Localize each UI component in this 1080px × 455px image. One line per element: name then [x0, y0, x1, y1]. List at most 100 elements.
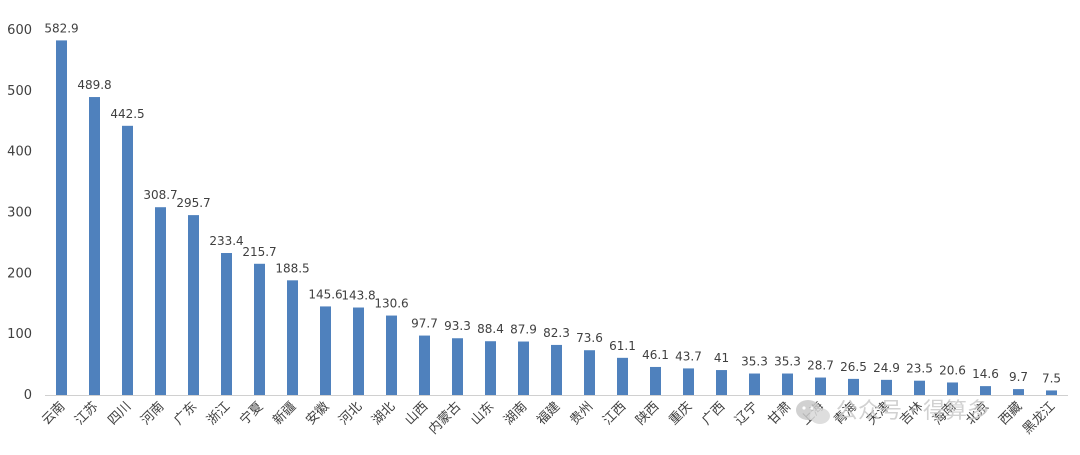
x-tick-label: 黑龙江	[1020, 399, 1058, 437]
data-label: 46.1	[642, 348, 669, 362]
x-tick-label: 甘肃	[765, 399, 794, 428]
bar	[551, 344, 562, 395]
data-label: 130.6	[374, 297, 408, 311]
bar	[452, 338, 463, 395]
x-tick-label: 重庆	[666, 399, 696, 429]
data-label: 23.5	[906, 362, 933, 376]
data-label: 73.6	[576, 331, 603, 345]
x-tick-label: 福建	[534, 399, 563, 428]
data-label: 7.5	[1042, 371, 1061, 385]
x-tick-label: 浙江	[204, 399, 233, 428]
bar	[221, 253, 232, 395]
x-tick-label: 江苏	[72, 399, 102, 429]
data-label: 9.7	[1009, 370, 1028, 384]
data-label: 43.7	[675, 349, 702, 363]
data-label: 41	[714, 351, 729, 365]
bar	[881, 379, 892, 395]
bar	[287, 280, 298, 395]
x-tick-label: 陕西	[633, 399, 662, 428]
data-label: 20.6	[939, 363, 966, 377]
data-label: 97.7	[411, 317, 438, 331]
bar	[650, 366, 661, 395]
bar	[617, 357, 628, 395]
x-tick-label: 辽宁	[732, 399, 762, 429]
bar	[122, 125, 133, 395]
bar	[683, 368, 694, 395]
watermark: 公众号 · 得算多	[796, 399, 989, 424]
x-tick-label: 湖北	[369, 399, 398, 428]
wechat-icon	[796, 400, 830, 424]
bar	[89, 97, 100, 395]
bar	[749, 373, 760, 395]
bar	[716, 370, 727, 395]
data-label: 24.9	[873, 361, 900, 375]
bar	[518, 341, 529, 395]
bar	[320, 306, 331, 395]
x-tick-label: 湖南	[501, 399, 531, 429]
data-label: 87.9	[510, 323, 537, 337]
bar	[815, 377, 826, 395]
x-tick-label: 宁夏	[237, 399, 267, 429]
bar	[782, 373, 793, 395]
x-tick-label: 云南	[39, 399, 69, 429]
data-label: 308.7	[143, 188, 177, 202]
x-tick-label: 河南	[138, 399, 168, 429]
bar	[947, 382, 958, 395]
data-label: 35.3	[774, 355, 801, 369]
data-label: 143.8	[341, 289, 375, 303]
y-tick-label: 600	[7, 23, 32, 38]
x-tick-label: 广西	[699, 399, 728, 428]
bar	[848, 378, 859, 395]
bar	[584, 350, 595, 395]
data-label: 188.5	[275, 261, 309, 275]
x-tick-label: 山西	[402, 399, 431, 428]
bar	[188, 215, 199, 395]
data-label: 233.4	[209, 234, 243, 248]
y-tick-label: 500	[7, 84, 32, 99]
data-label: 145.6	[308, 287, 342, 301]
data-label: 442.5	[110, 107, 144, 121]
x-tick-label: 江西	[600, 399, 629, 428]
bar	[386, 315, 397, 395]
bar	[914, 380, 925, 395]
data-label: 61.1	[609, 339, 636, 353]
data-label: 28.7	[807, 359, 834, 373]
bar	[419, 335, 430, 395]
y-tick-label: 100	[7, 327, 32, 342]
bar	[155, 207, 166, 395]
x-tick-label: 内蒙古	[425, 399, 464, 438]
x-tick-label: 新疆	[270, 399, 300, 429]
data-label: 82.3	[543, 326, 570, 340]
x-tick-label: 河北	[336, 399, 365, 428]
bar	[56, 40, 67, 396]
bar	[485, 341, 496, 395]
bar	[254, 263, 265, 395]
bar	[1013, 389, 1024, 395]
data-label: 14.6	[972, 367, 999, 381]
x-tick-label: 广东	[171, 399, 200, 428]
x-tick-label: 安徽	[303, 399, 332, 428]
y-axis-ticks: 0 100 200 300 400 500 600	[7, 23, 32, 403]
y-tick-label: 0	[24, 388, 32, 403]
data-label: 215.7	[242, 245, 276, 259]
bar	[1046, 390, 1057, 395]
data-label: 35.3	[741, 355, 768, 369]
data-label: 489.8	[77, 78, 111, 92]
data-label: 93.3	[444, 319, 471, 333]
watermark-text: 公众号 · 得算多	[836, 399, 989, 424]
x-tick-label: 四川	[105, 399, 134, 428]
y-tick-label: 200	[7, 266, 32, 281]
bar	[980, 386, 991, 395]
bars	[56, 40, 1057, 396]
x-tick-label: 西藏	[996, 399, 1025, 428]
data-label: 26.5	[840, 360, 867, 374]
data-label: 295.7	[176, 196, 210, 210]
data-label: 582.9	[44, 21, 78, 35]
bar	[353, 307, 364, 395]
x-tick-label: 山东	[468, 399, 497, 428]
data-label: 88.4	[477, 322, 504, 336]
y-tick-label: 300	[7, 206, 32, 221]
y-tick-label: 400	[7, 145, 32, 160]
